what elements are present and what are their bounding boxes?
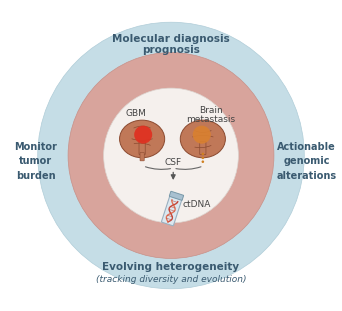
Text: Evolving heterogeneity: Evolving heterogeneity	[103, 262, 239, 272]
Text: metastasis: metastasis	[186, 115, 236, 124]
FancyBboxPatch shape	[140, 152, 144, 161]
Circle shape	[68, 53, 274, 258]
FancyBboxPatch shape	[200, 142, 206, 155]
Text: Molecular diagnosis: Molecular diagnosis	[112, 34, 230, 44]
Ellipse shape	[120, 120, 165, 158]
Circle shape	[134, 126, 152, 144]
Circle shape	[201, 160, 204, 163]
Text: burden: burden	[16, 171, 55, 181]
Text: (tracking diversity and evolution): (tracking diversity and evolution)	[96, 275, 246, 284]
FancyBboxPatch shape	[169, 191, 184, 200]
FancyBboxPatch shape	[139, 142, 145, 155]
Circle shape	[201, 153, 204, 155]
Ellipse shape	[180, 120, 225, 158]
Circle shape	[193, 126, 211, 144]
Text: prognosis: prognosis	[142, 45, 200, 55]
Text: genomic: genomic	[283, 156, 330, 166]
Text: Monitor: Monitor	[14, 142, 57, 152]
Text: GBM: GBM	[126, 109, 147, 118]
Text: tumor: tumor	[19, 156, 52, 166]
Text: CSF: CSF	[165, 158, 182, 167]
Text: Brain: Brain	[199, 106, 223, 115]
FancyBboxPatch shape	[161, 195, 182, 226]
Text: ctDNA: ctDNA	[183, 200, 211, 209]
Text: Actionable: Actionable	[277, 142, 336, 152]
Circle shape	[104, 88, 238, 223]
Circle shape	[38, 22, 304, 289]
Text: alterations: alterations	[276, 171, 337, 181]
Circle shape	[201, 156, 204, 159]
